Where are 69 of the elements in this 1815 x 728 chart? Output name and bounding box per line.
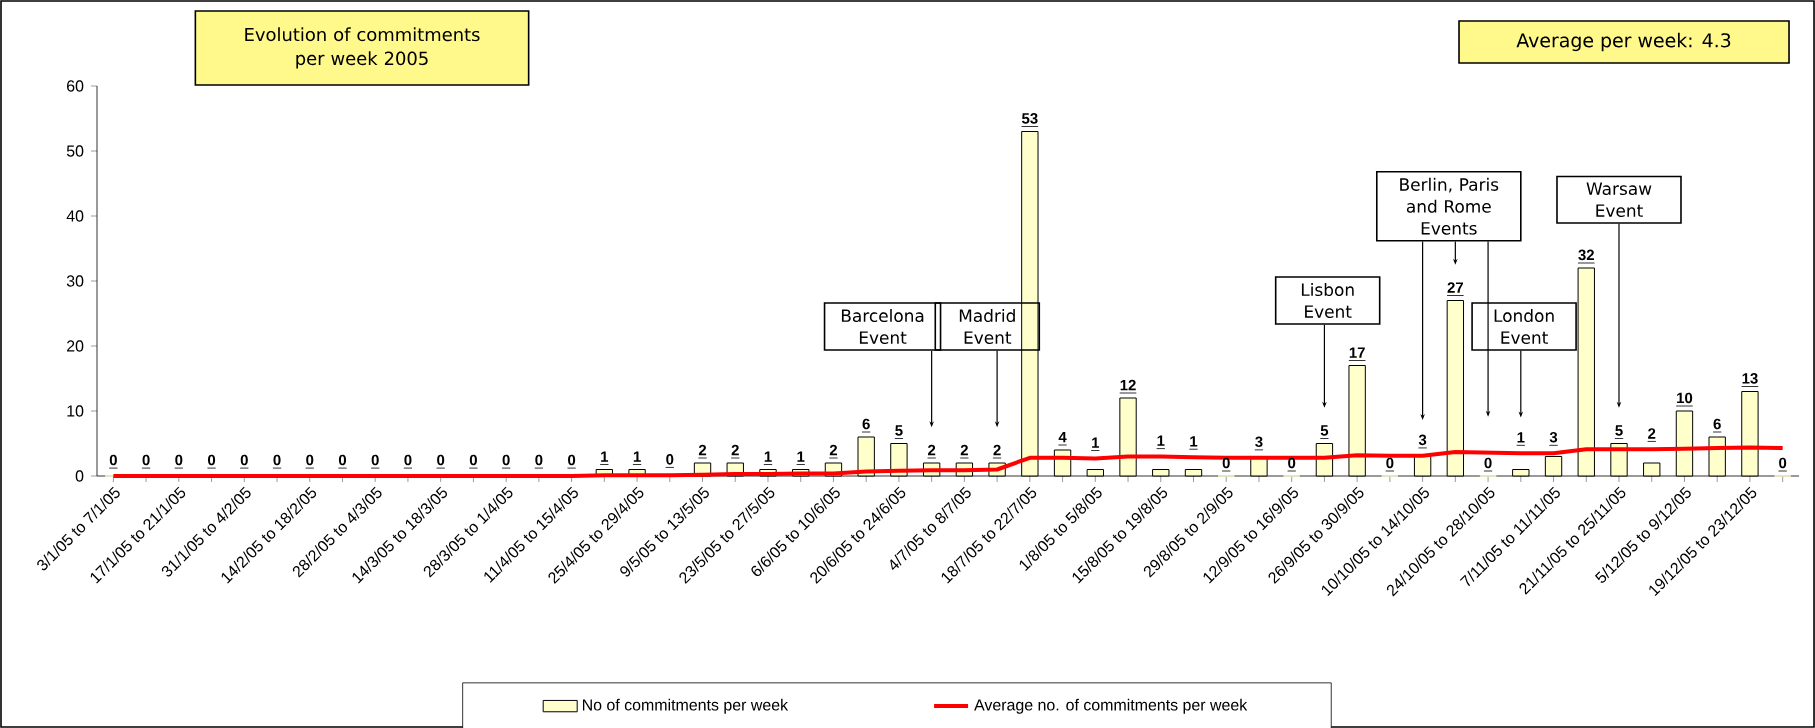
data-label: 0 — [273, 454, 281, 466]
data-label: 0 — [109, 454, 117, 466]
y-tick-label: 30 — [66, 275, 84, 287]
data-label: 32 — [1578, 249, 1594, 261]
annotation: Warsaw Event — [1586, 182, 1652, 218]
data-label: 27 — [1447, 282, 1463, 293]
data-label: 0 — [437, 454, 445, 466]
data-label: 3 — [1418, 434, 1427, 446]
data-label: 2 — [731, 444, 739, 456]
data-label: 1 — [1092, 437, 1100, 448]
data-label: 0 — [1484, 457, 1492, 469]
text: Average per week: 4.3 — [1516, 32, 1731, 52]
data-label: 0 — [338, 454, 347, 466]
data-label: 5 — [1320, 425, 1329, 436]
data-label: 0 — [502, 454, 510, 466]
data-label: 0 — [1288, 457, 1296, 469]
data-label: 0 — [208, 454, 216, 466]
data-label: 0 — [666, 454, 674, 465]
legend-label: Average no. of commitments per week — [974, 698, 1248, 714]
data-label: 0 — [1222, 457, 1230, 469]
annotation: Madrid Event — [959, 308, 1015, 345]
data-label: 1 — [797, 451, 805, 462]
data-label: 1 — [1157, 435, 1165, 446]
chart-title: Evolution of commitments per week 2005 — [245, 27, 480, 69]
annotation: London Event — [1494, 308, 1554, 345]
y-tick-label: 40 — [66, 210, 84, 222]
data-label: 6 — [1713, 418, 1721, 430]
data-label: 1 — [1190, 436, 1198, 447]
data-label: 2 — [960, 444, 968, 456]
data-label: 12 — [1120, 379, 1136, 391]
data-label: 2 — [698, 444, 707, 456]
data-label: 0 — [469, 454, 477, 466]
y-tick-label: 60 — [67, 80, 84, 92]
data-label: 0 — [568, 454, 576, 466]
data-label: 0 — [240, 454, 248, 466]
data-label: 3 — [1255, 436, 1263, 448]
data-label: 53 — [1021, 113, 1038, 124]
data-label: 1 — [764, 451, 772, 462]
legend-label: No of commitments per week — [582, 698, 789, 714]
data-label: 5 — [895, 425, 903, 436]
data-label: 0 — [1386, 457, 1394, 469]
data-label: 2 — [829, 444, 838, 456]
data-label: 3 — [1549, 431, 1558, 443]
annotation: Berlin, Paris and Rome Events — [1400, 177, 1499, 235]
data-label: 0 — [1779, 457, 1787, 469]
data-label: 0 — [306, 454, 314, 466]
data-label: 2 — [1648, 428, 1656, 439]
data-label: 0 — [175, 454, 183, 466]
y-tick-label: 20 — [67, 340, 84, 352]
data-label: 0 — [142, 454, 150, 466]
data-label: 2 — [993, 444, 1001, 456]
annotation: Barcelona Event — [841, 308, 924, 345]
data-label: 0 — [371, 454, 379, 466]
data-label: 13 — [1742, 373, 1758, 384]
data-label: 0 — [535, 454, 543, 466]
data-label: 0 — [404, 454, 412, 466]
data-label: 10 — [1677, 392, 1693, 404]
data-label: 1 — [1517, 432, 1525, 443]
data-label: 4 — [1058, 431, 1067, 443]
data-label: 2 — [928, 444, 936, 456]
data-label: 1 — [633, 451, 641, 462]
y-tick-label: 0 — [75, 470, 84, 482]
data-label: 5 — [1615, 425, 1623, 436]
y-tick-label: 10 — [67, 405, 84, 417]
annotation: Lisbon Event — [1301, 282, 1354, 319]
data-label: 6 — [862, 418, 870, 430]
y-tick-label: 50 — [66, 145, 84, 157]
data-label: 1 — [601, 451, 609, 462]
data-label: 17 — [1349, 347, 1365, 358]
